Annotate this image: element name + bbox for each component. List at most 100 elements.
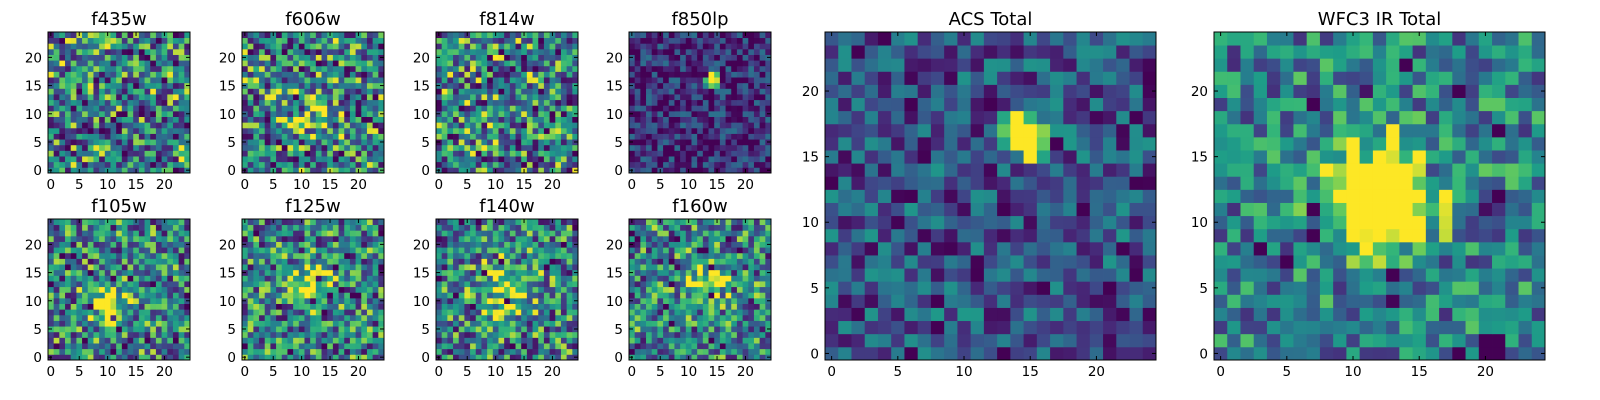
heatmap-cell <box>361 303 368 310</box>
heatmap-cell <box>748 139 755 146</box>
heatmap-cell <box>498 127 505 134</box>
heatmap-cell <box>663 286 670 293</box>
heatmap-cell <box>475 281 482 288</box>
heatmap-cell <box>549 275 556 282</box>
heatmap-cell <box>487 348 494 355</box>
heatmap-cell <box>276 71 283 78</box>
heatmap-cell <box>344 297 351 304</box>
heatmap-cell <box>327 54 334 61</box>
heatmap-cell <box>526 281 533 288</box>
heatmap-cell <box>344 99 351 106</box>
heatmap-cell <box>167 161 174 168</box>
heatmap-cell <box>53 309 60 316</box>
heatmap-cell <box>572 224 579 231</box>
heatmap-cell <box>685 331 692 338</box>
heatmap-cell <box>127 88 134 95</box>
heatmap-cell <box>453 252 460 259</box>
heatmap-cell <box>161 326 168 333</box>
heatmap-cell <box>99 71 106 78</box>
heatmap-cell <box>680 127 687 134</box>
heatmap-cell <box>742 48 749 55</box>
heatmap-cell <box>82 343 89 350</box>
heatmap-cell <box>87 94 94 101</box>
heatmap-cell <box>172 71 180 78</box>
y-tick-label: 5 <box>614 135 623 151</box>
heatmap-cell <box>753 275 761 282</box>
heatmap-cell <box>526 264 533 271</box>
heatmap-cell <box>549 258 556 265</box>
heatmap-cell <box>674 99 681 106</box>
heatmap-cell <box>481 37 488 44</box>
heatmap-cell <box>753 139 761 146</box>
heatmap-cell <box>242 309 249 316</box>
heatmap-cell <box>332 326 339 333</box>
heatmap-cell <box>708 337 715 344</box>
heatmap-cell <box>259 247 266 254</box>
heatmap-cell <box>487 292 494 299</box>
heatmap-cell <box>349 252 356 259</box>
heatmap-cell <box>104 258 111 265</box>
heatmap-cell <box>685 286 692 293</box>
heatmap-cell <box>150 343 157 350</box>
heatmap-cell <box>555 167 562 174</box>
heatmap-cell <box>76 235 83 242</box>
heatmap-cell <box>242 235 249 242</box>
heatmap-cell <box>184 144 191 151</box>
heatmap-cell <box>663 314 670 321</box>
heatmap-cell <box>242 314 249 321</box>
heatmap-cell <box>742 309 749 316</box>
heatmap-cell <box>748 286 755 293</box>
heatmap-cell <box>253 150 260 157</box>
heatmap-cell <box>338 99 345 106</box>
heatmap-cell <box>725 65 732 72</box>
heatmap-cell <box>543 37 550 44</box>
heatmap-cell <box>702 94 709 101</box>
heatmap-cell <box>310 247 317 254</box>
heatmap-cell <box>144 82 151 89</box>
heatmap-cell <box>509 354 516 361</box>
heatmap-cell <box>270 348 277 355</box>
heatmap-cell <box>121 354 128 361</box>
heatmap-cell <box>492 144 499 151</box>
heatmap-cell <box>270 331 277 338</box>
heatmap-cell <box>725 127 732 134</box>
heatmap-cell <box>492 320 499 327</box>
heatmap-cell <box>572 88 579 95</box>
heatmap-cell <box>70 60 77 67</box>
heatmap-cell <box>498 48 505 55</box>
heatmap-cell <box>247 286 254 293</box>
heatmap-cell <box>566 326 573 333</box>
heatmap-cell <box>458 252 465 259</box>
heatmap-cell <box>753 286 761 293</box>
heatmap-cell <box>475 32 482 39</box>
heatmap-cell <box>697 88 704 95</box>
heatmap-cell <box>515 247 522 254</box>
heatmap-cell <box>121 139 128 146</box>
heatmap-cell <box>549 303 556 310</box>
heatmap-cell <box>685 37 692 44</box>
heatmap-cell <box>753 122 761 129</box>
heatmap-cell <box>378 252 385 259</box>
heatmap-cell <box>464 348 471 355</box>
heatmap-cell <box>293 230 300 237</box>
heatmap-cell <box>657 281 664 288</box>
heatmap-cell <box>116 224 123 231</box>
heatmap-cell <box>646 156 653 163</box>
y-tick-label: 20 <box>25 237 42 253</box>
heatmap-cell <box>293 281 300 288</box>
heatmap-cell <box>532 82 539 89</box>
heatmap-cell <box>344 337 351 344</box>
heatmap-cell <box>765 37 772 44</box>
heatmap-cell <box>708 99 715 106</box>
heatmap-cell <box>504 105 511 112</box>
heatmap-cell <box>731 161 738 168</box>
heatmap-cell <box>464 297 471 304</box>
heatmap-cell <box>441 303 448 310</box>
heatmap-cell <box>138 219 145 226</box>
heatmap-cell <box>310 37 317 44</box>
heatmap-cell <box>321 286 328 293</box>
heatmap-cell <box>566 77 573 84</box>
heatmap-cell <box>680 337 687 344</box>
heatmap-cell <box>549 37 556 44</box>
heatmap-cell <box>344 264 351 271</box>
